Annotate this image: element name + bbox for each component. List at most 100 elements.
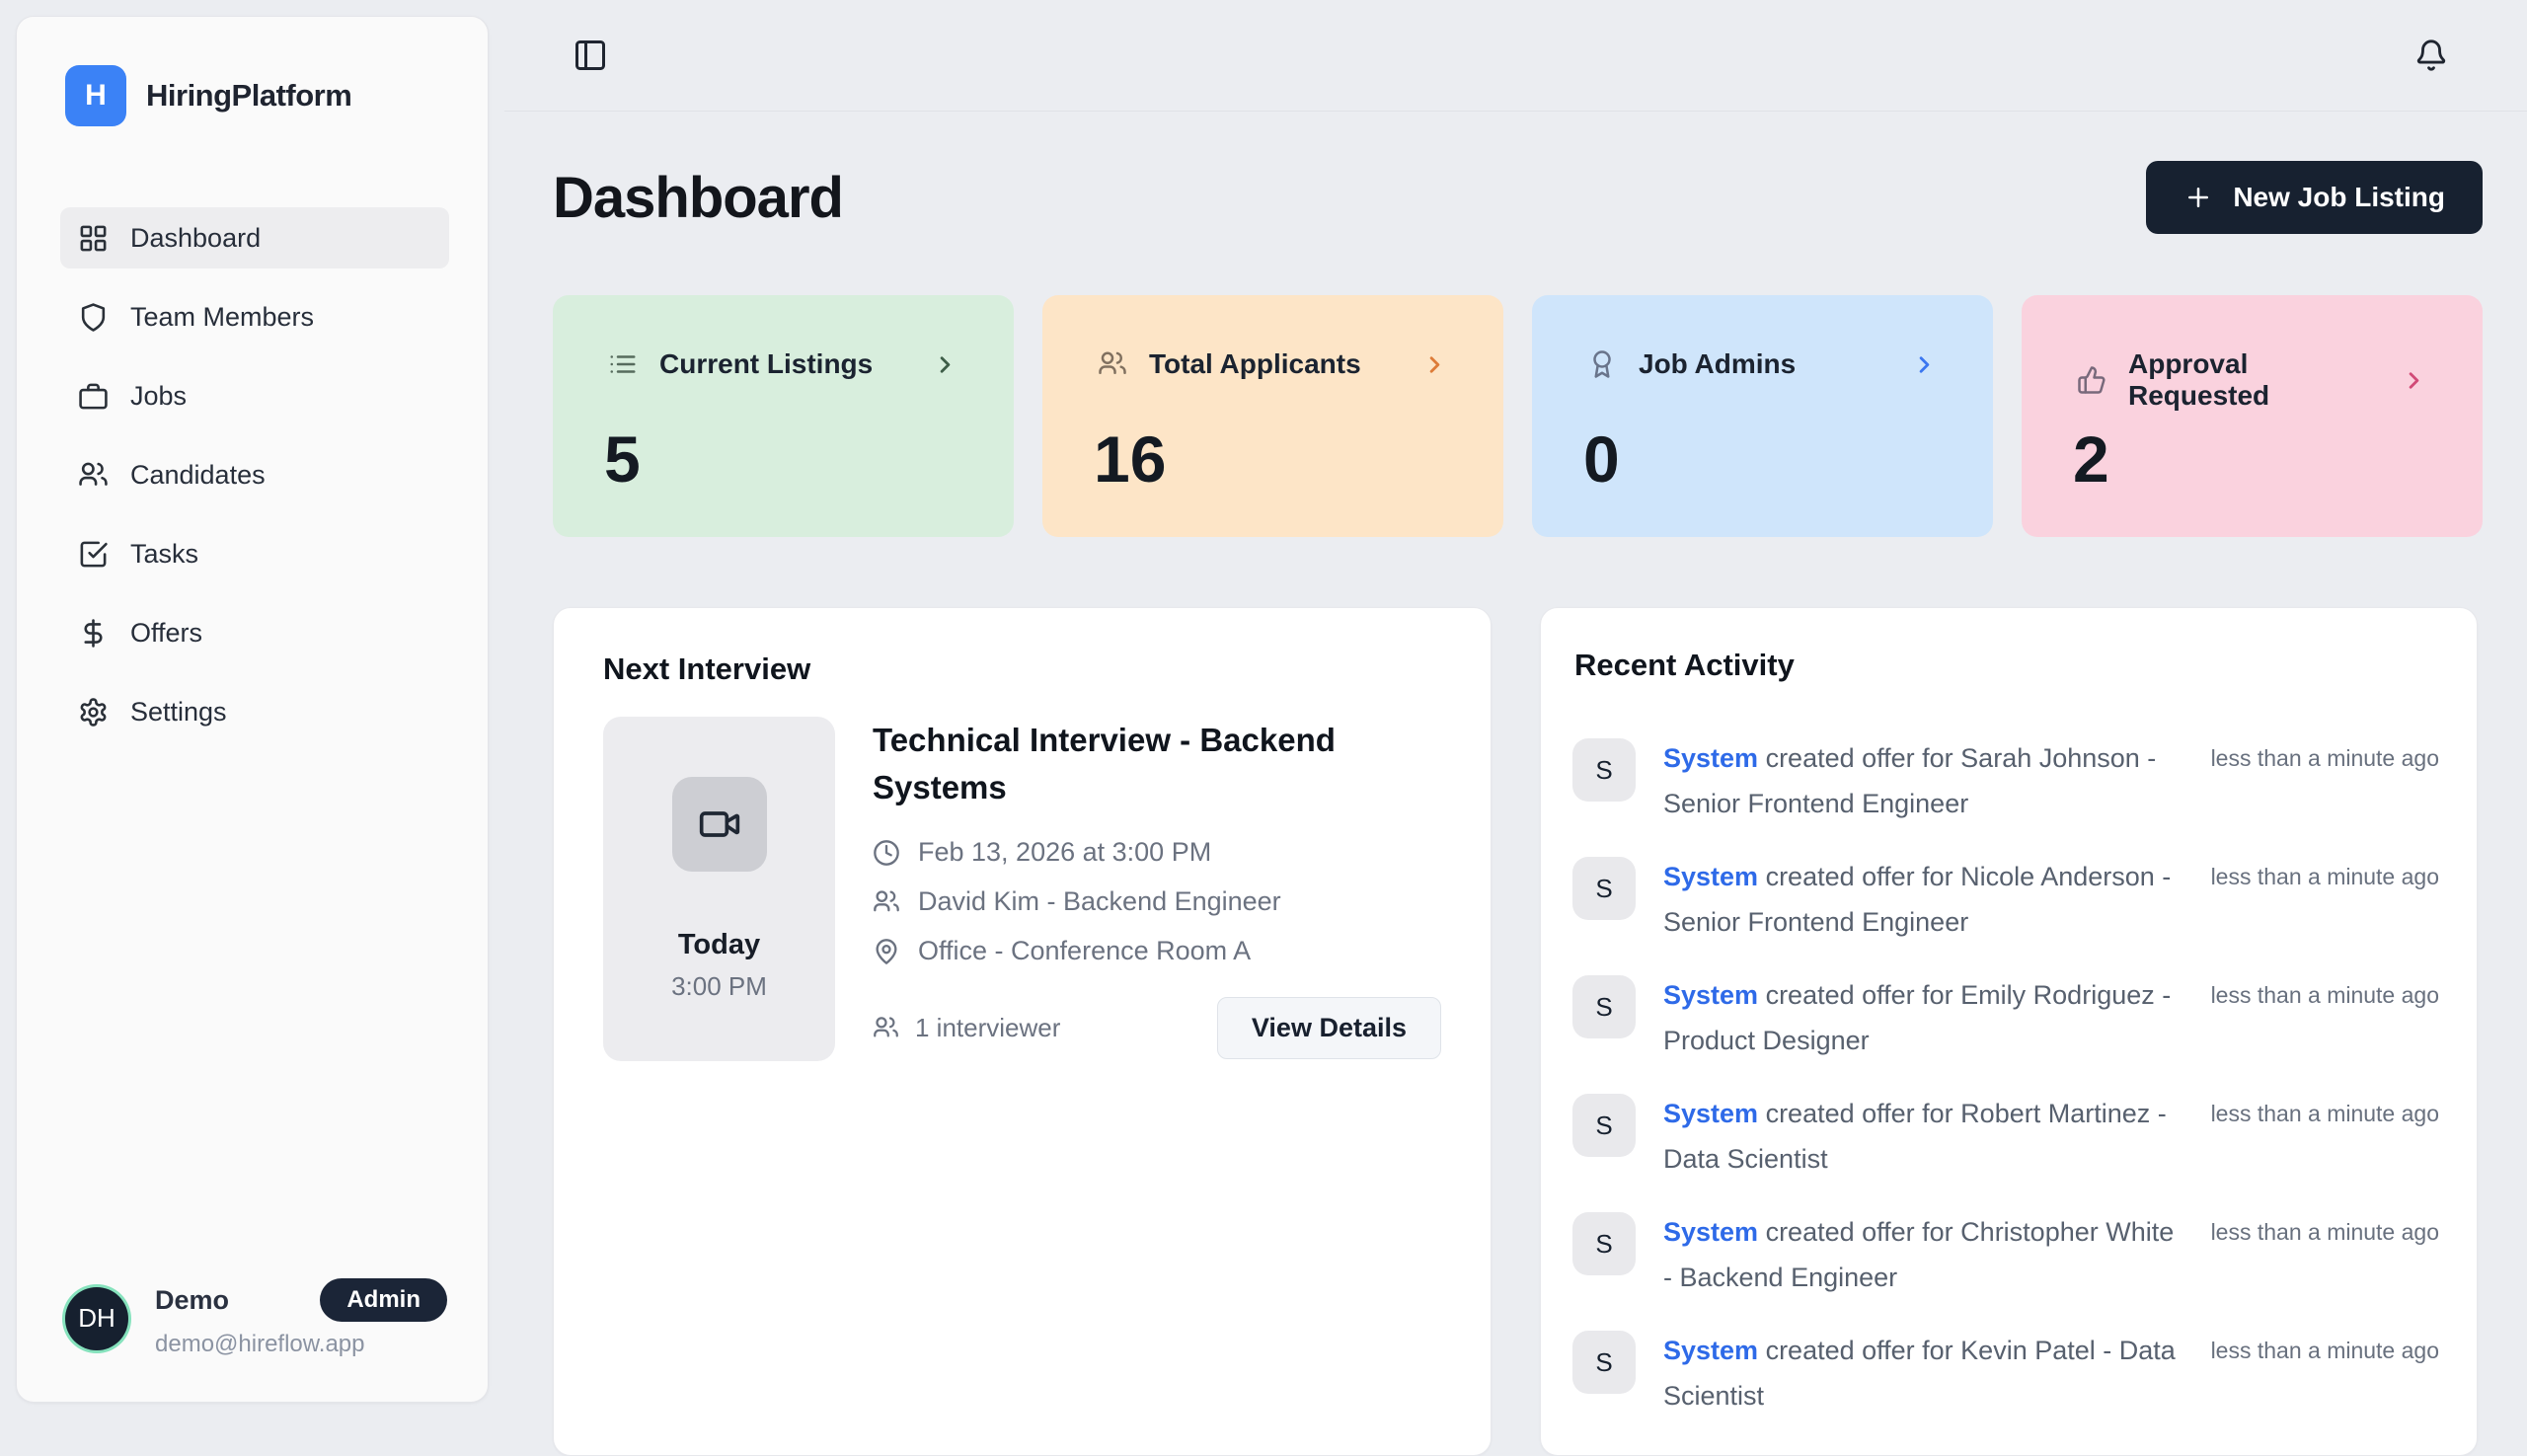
stat-card-job-admins[interactable]: Job Admins 0 <box>1532 295 1993 537</box>
plus-icon <box>2183 183 2213 212</box>
activity-actor[interactable]: System <box>1663 1336 1759 1365</box>
chevron-right-icon <box>932 351 958 378</box>
activity-item: S System created offer for Kevin Patel -… <box>1572 1331 2439 1418</box>
sidebar-item-offers[interactable]: Offers <box>60 602 449 663</box>
activity-actor[interactable]: System <box>1663 980 1759 1010</box>
bottom-row: Next Interview Today 3:00 PM Technical I… <box>553 607 2483 1456</box>
thumbs-up-icon <box>2077 365 2106 395</box>
award-icon <box>1587 349 1617 379</box>
briefcase-icon <box>78 381 109 412</box>
users-icon <box>873 888 900 916</box>
interview-time-label: 3:00 PM <box>671 970 767 1001</box>
sidebar-item-dashboard[interactable]: Dashboard <box>60 207 449 268</box>
activity-item: S System created offer for Sarah Johnson… <box>1572 738 2439 826</box>
recent-activity-title: Recent Activity <box>1574 648 1795 682</box>
user-card[interactable]: DH Demo Admin demo@hireflow.app <box>65 1278 447 1358</box>
activity-description: created offer for Emily Rodriguez - Prod… <box>1663 980 2172 1055</box>
activity-text: System created offer for Emily Rodriguez… <box>1663 972 2183 1063</box>
activity-timestamp: less than a minute ago <box>2210 745 2439 771</box>
activity-actor[interactable]: System <box>1663 1217 1759 1247</box>
video-camera-icon <box>671 776 767 872</box>
users-icon <box>873 1015 899 1041</box>
interview-title: Technical Interview - Backend Systems <box>873 722 1336 805</box>
sidebar-item-candidates[interactable]: Candidates <box>60 444 449 505</box>
activity-actor[interactable]: System <box>1663 743 1759 773</box>
sidebar-item-label: Settings <box>130 696 227 727</box>
activity-timestamp: less than a minute ago <box>2210 864 2439 889</box>
dollar-icon <box>78 618 109 649</box>
sidebar-item-label: Candidates <box>130 459 266 490</box>
sidebar-item-label: Offers <box>130 617 203 648</box>
stat-value: 16 <box>1094 422 1167 496</box>
map-pin-icon <box>873 938 900 965</box>
clock-icon <box>873 839 900 867</box>
users-icon <box>78 460 109 491</box>
sidebar-item-label: Team Members <box>130 301 315 332</box>
activity-text: System created offer for Christopher Whi… <box>1663 1209 2183 1300</box>
stat-value: 5 <box>604 422 641 496</box>
stat-card-approval-requested[interactable]: Approval Requested 2 <box>2022 295 2483 537</box>
sidebar-item-label: Dashboard <box>130 222 262 253</box>
app-logo: H <box>65 65 126 126</box>
user-meta: Demo Admin demo@hireflow.app <box>155 1278 447 1358</box>
activity-text: System created offer for Nicole Anderson… <box>1663 854 2183 945</box>
page-title: Dashboard <box>553 165 844 230</box>
interview-location-row: Office - Conference Room A <box>873 936 1441 966</box>
activity-actor[interactable]: System <box>1663 862 1759 891</box>
interview-person-row: David Kim - Backend Engineer <box>873 886 1441 917</box>
shield-icon <box>78 302 109 333</box>
interview-day-label: Today <box>677 928 761 960</box>
sidebar-item-settings[interactable]: Settings <box>60 681 449 742</box>
stat-value: 2 <box>2073 422 2109 496</box>
activity-text: System created offer for Robert Martinez… <box>1663 1091 2183 1182</box>
stat-label: Total Applicants <box>1149 348 1361 379</box>
sidebar-item-tasks[interactable]: Tasks <box>60 523 449 584</box>
stat-value: 0 <box>1583 422 1620 496</box>
interviewer-count: 1 interviewer <box>873 1013 1060 1043</box>
sidebar-item-label: Jobs <box>130 380 188 411</box>
interview-date-tile: Today 3:00 PM <box>603 717 835 1061</box>
notifications-button[interactable] <box>2409 33 2454 78</box>
stat-card-current-listings[interactable]: Current Listings 5 <box>553 295 1014 537</box>
activity-timestamp: less than a minute ago <box>2210 1219 2439 1245</box>
stats-row: Current Listings 5 Total Applicants <box>553 295 2483 537</box>
sidebar-item-team-members[interactable]: Team Members <box>60 286 449 347</box>
chevron-right-icon <box>1421 351 1448 378</box>
panel-left-icon <box>573 38 608 73</box>
stat-label: Job Admins <box>1639 348 1797 379</box>
user-email: demo@hireflow.app <box>155 1331 365 1357</box>
activity-timestamp: less than a minute ago <box>2210 1101 2439 1126</box>
activity-timestamp: less than a minute ago <box>2210 982 2439 1008</box>
new-job-listing-label: New Job Listing <box>2233 182 2445 212</box>
main-area: Dashboard New Job Listing Current Listin… <box>504 0 2527 1456</box>
interview-datetime: Feb 13, 2026 at 3:00 PM <box>918 837 1212 867</box>
new-job-listing-button[interactable]: New Job Listing <box>2146 161 2483 234</box>
gear-icon <box>78 697 109 728</box>
activity-description: created offer for Robert Martinez - Data… <box>1663 1099 2167 1174</box>
activity-timestamp: less than a minute ago <box>2210 1338 2439 1363</box>
activity-item: S System created offer for Nicole Anders… <box>1572 857 2439 945</box>
sidebar-item-label: Tasks <box>130 538 199 569</box>
stat-label: Current Listings <box>659 348 874 379</box>
activity-avatar: S <box>1572 1331 1636 1394</box>
dashboard-content: Dashboard New Job Listing Current Listin… <box>504 112 2527 1456</box>
view-details-button[interactable]: View Details <box>1216 997 1441 1059</box>
bell-icon <box>2414 38 2448 72</box>
activity-avatar: S <box>1572 1212 1636 1275</box>
brand-row: H HiringPlatform <box>65 65 447 126</box>
activity-description: created offer for Nicole Anderson - Seni… <box>1663 862 2172 937</box>
role-badge: Admin <box>320 1278 447 1322</box>
sidebar-item-jobs[interactable]: Jobs <box>60 365 449 426</box>
activity-text: System created offer for Kevin Patel - D… <box>1663 1328 2183 1418</box>
next-interview-panel: Next Interview Today 3:00 PM Technical I… <box>553 607 1492 1456</box>
interview-location: Office - Conference Room A <box>918 936 1252 965</box>
stat-card-total-applicants[interactable]: Total Applicants 16 <box>1042 295 1503 537</box>
activity-item: S System created offer for Robert Martin… <box>1572 1094 2439 1182</box>
activity-avatar: S <box>1572 1094 1636 1157</box>
activity-actor[interactable]: System <box>1663 1099 1759 1128</box>
check-square-icon <box>78 539 109 570</box>
user-name: Demo <box>155 1284 230 1315</box>
sidebar-toggle-button[interactable] <box>567 32 614 79</box>
next-interview-title: Next Interview <box>603 651 811 686</box>
activity-description: created offer for Christopher White - Ba… <box>1663 1217 2175 1292</box>
